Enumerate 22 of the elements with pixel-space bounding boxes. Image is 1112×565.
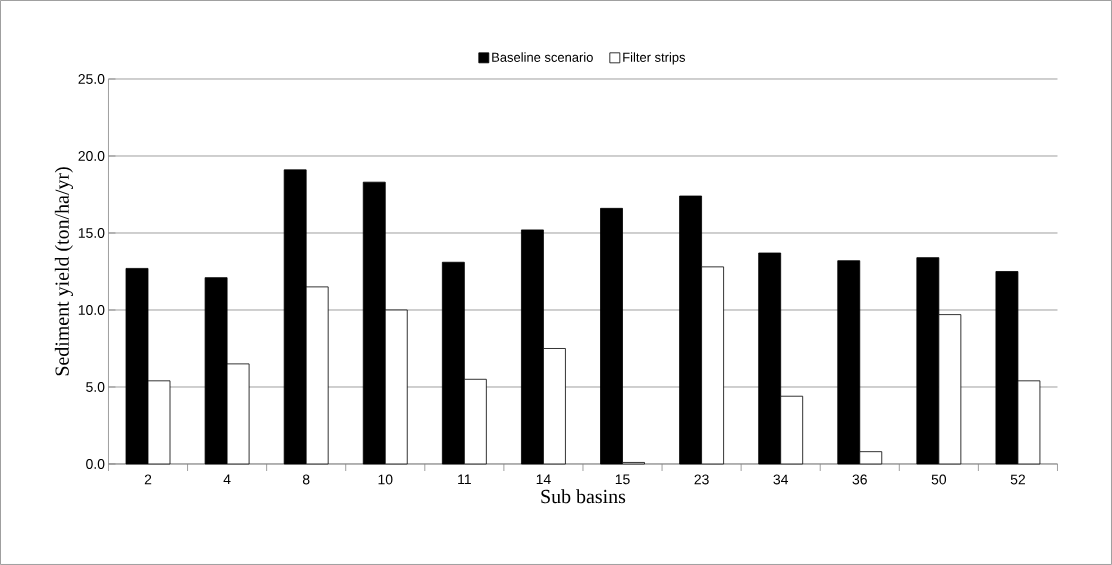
y-tick-label: 0.0 — [86, 459, 105, 469]
y-tick-label: 15.0 — [78, 228, 105, 238]
y-axis-title: Sediment yield (ton/ha/yr) — [54, 167, 73, 376]
x-axis-title: Sub basins — [541, 489, 626, 504]
x-tick-label: 11 — [458, 474, 471, 485]
x-tick-label: 2 — [144, 474, 152, 485]
y-tick-label: 25.0 — [78, 74, 105, 84]
x-tick-label: 34 — [773, 474, 789, 485]
x-tick-label: 52 — [1010, 474, 1025, 485]
x-tick-label: 50 — [931, 474, 947, 485]
legend-label: Filter strips — [623, 52, 686, 65]
x-tick-label: 36 — [852, 474, 867, 485]
x-tick-label: 8 — [302, 474, 310, 485]
x-tick-label: 10 — [378, 474, 393, 485]
x-tick-label: 4 — [223, 474, 231, 485]
x-tick-label: 23 — [694, 474, 709, 485]
y-tick-label: 10.0 — [78, 305, 105, 315]
x-tick-label: 15 — [615, 474, 630, 485]
y-tick-label: 5.0 — [86, 382, 105, 392]
x-tick-label: 14 — [536, 474, 551, 485]
legend-label: Baseline scenario — [492, 52, 593, 62]
y-tick-label: 20.0 — [78, 151, 105, 161]
